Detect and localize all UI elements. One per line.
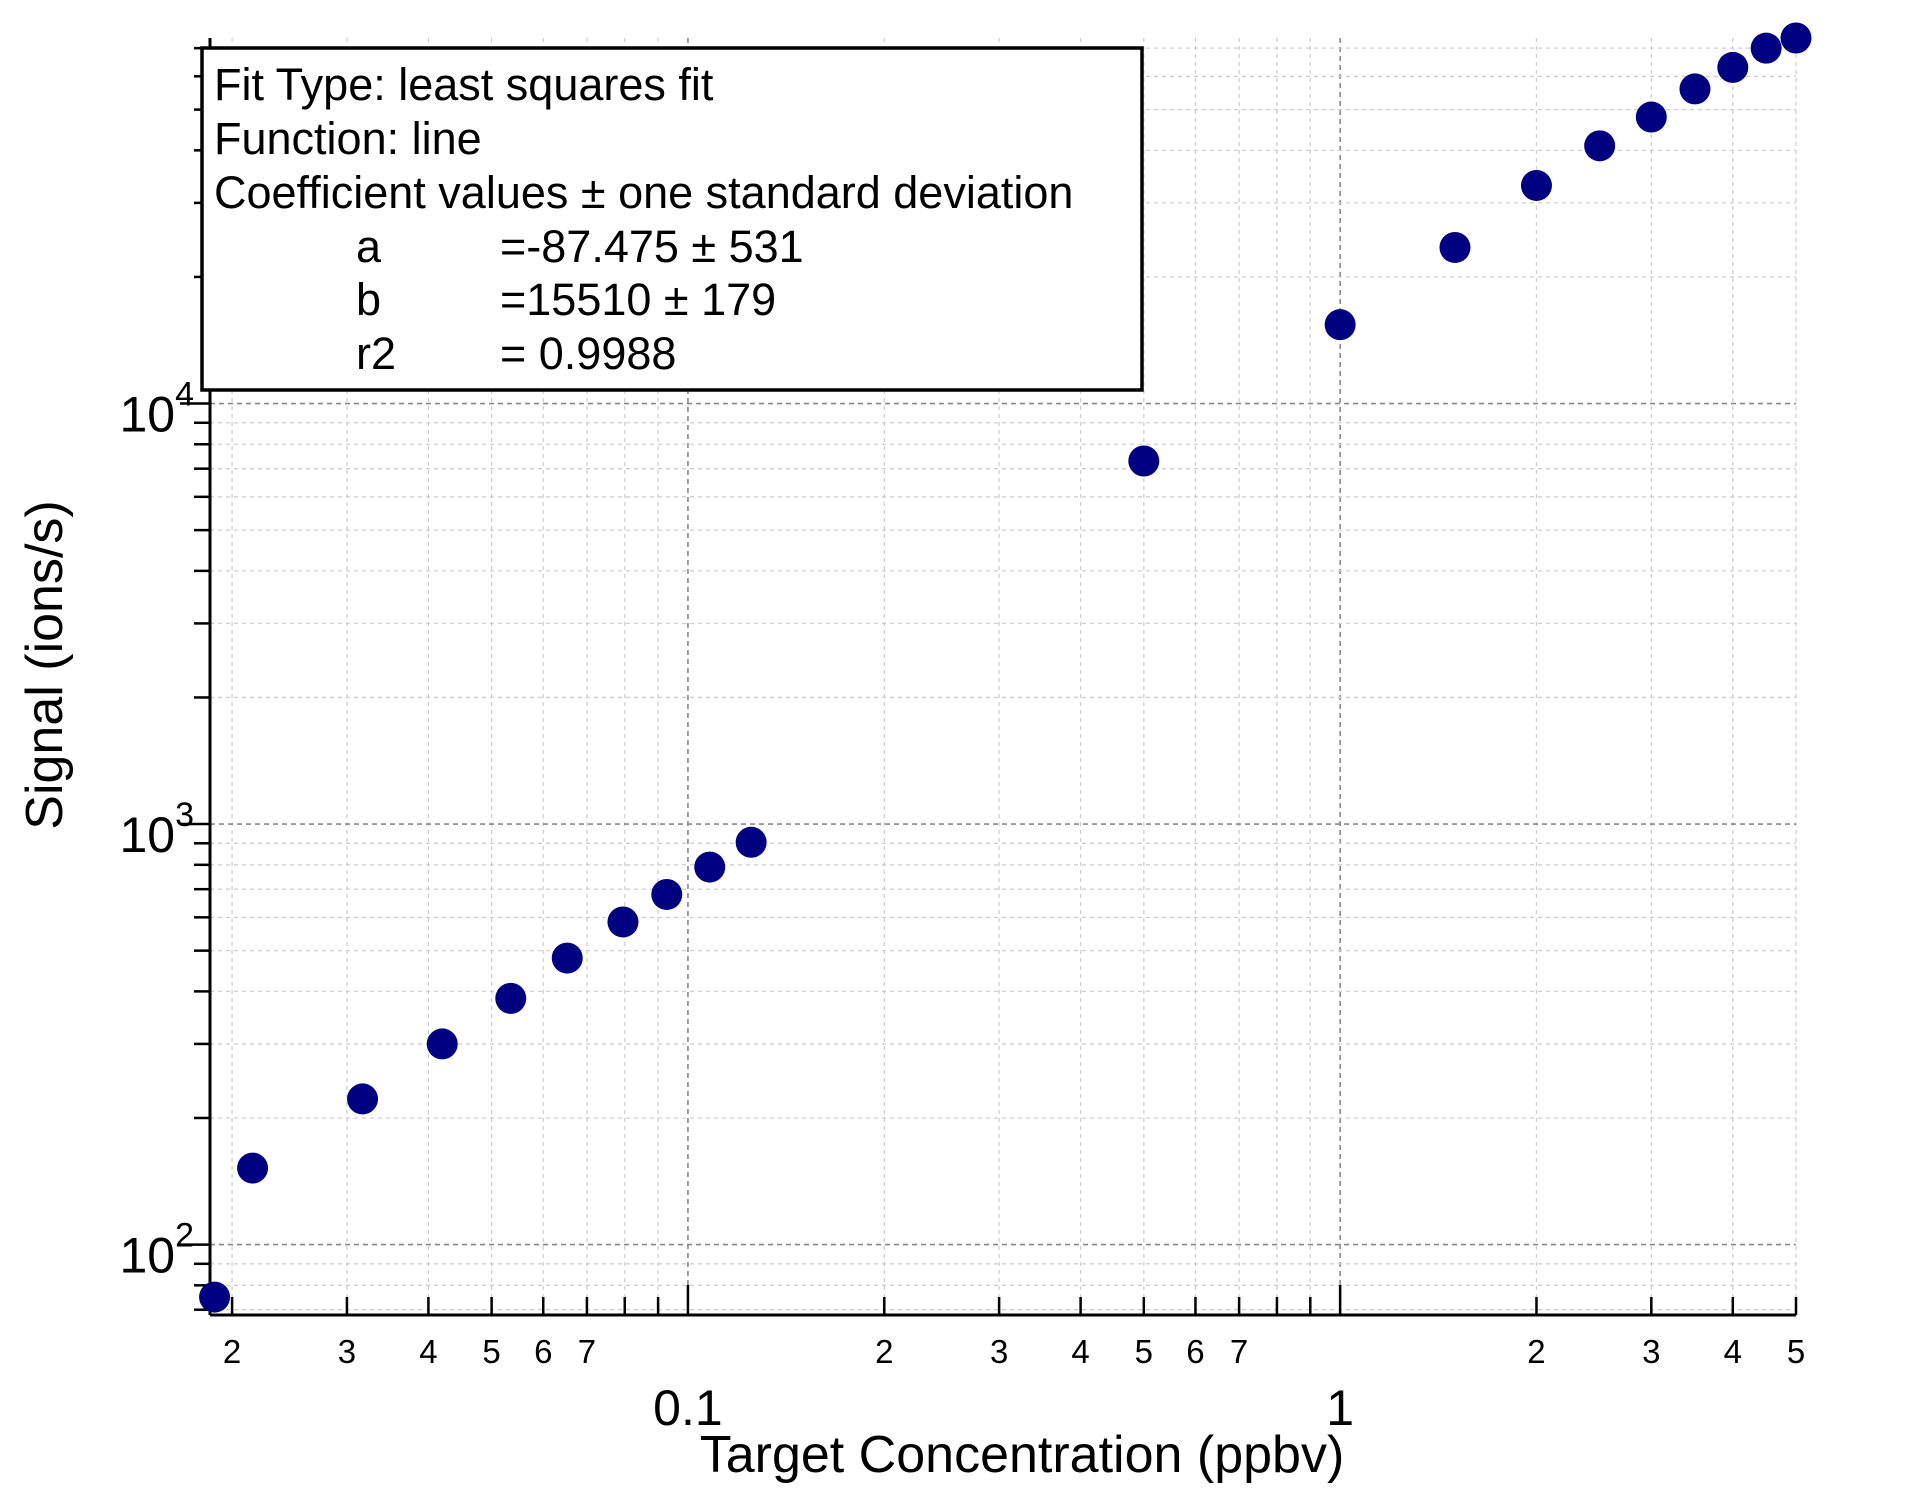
- x-minor-tick-label: 5: [482, 1333, 500, 1370]
- fit-coefficient-header: Coefficient values ± one standard deviat…: [214, 167, 1073, 218]
- data-point: [199, 1281, 231, 1313]
- x-minor-tick-label: 7: [578, 1333, 596, 1370]
- x-minor-tick-label: 2: [223, 1333, 241, 1370]
- fit-type-text: Fit Type: least squares fit: [214, 59, 714, 110]
- data-point: [1439, 231, 1471, 263]
- x-minor-tick-label: 4: [1071, 1333, 1089, 1370]
- data-point: [1679, 73, 1711, 105]
- x-minor-tick-label: 4: [419, 1333, 437, 1370]
- x-axis-title: Target Concentration (ppbv): [700, 1426, 1345, 1484]
- coef-b-value: =15510 ± 179: [500, 274, 776, 325]
- data-point: [551, 942, 583, 974]
- data-point: [607, 906, 639, 938]
- y-major-tick-label: 103: [119, 796, 194, 863]
- x-minor-tick-label: 3: [990, 1333, 1008, 1370]
- x-minor-tick-label: 6: [534, 1333, 552, 1370]
- points-layer: [199, 22, 1812, 1313]
- coef-r2-value: = 0.9988: [500, 328, 676, 379]
- y-major-tick-label: 104: [119, 376, 194, 443]
- data-point: [347, 1083, 379, 1115]
- coef-a-value: =-87.475 ± 531: [500, 221, 804, 272]
- data-point: [495, 982, 527, 1014]
- coef-b-name: b: [356, 274, 381, 325]
- y-major-tick-label: 102: [119, 1217, 194, 1284]
- data-point: [1780, 22, 1812, 54]
- x-minor-tick-label: 7: [1230, 1333, 1248, 1370]
- data-point: [1520, 169, 1552, 201]
- x-major-tick-label: 0.1: [653, 1380, 723, 1436]
- fit-box-frame: [200, 46, 1144, 392]
- data-point: [1717, 51, 1749, 83]
- data-point: [694, 851, 726, 883]
- data-point: [651, 878, 683, 910]
- x-minor-tick-label: 5: [1787, 1333, 1805, 1370]
- x-minor-tick-label: 5: [1135, 1333, 1153, 1370]
- data-point: [1635, 101, 1667, 133]
- data-point: [1324, 309, 1356, 341]
- coef-a-name: a: [356, 221, 382, 272]
- data-point: [735, 826, 767, 858]
- x-minor-tick-label: 2: [875, 1333, 893, 1370]
- data-point: [1128, 445, 1160, 477]
- fit-results-box: Fit Type: least squares fit Function: li…: [200, 46, 1144, 392]
- x-minor-tick-label: 3: [1642, 1333, 1660, 1370]
- data-point: [426, 1028, 458, 1060]
- x-major-tick-label: 1: [1326, 1380, 1354, 1436]
- coef-r2-name: r2: [356, 328, 396, 379]
- fit-function-text: Function: line: [214, 113, 482, 164]
- x-minor-tick-label: 6: [1186, 1333, 1204, 1370]
- x-minor-tick-label: 3: [338, 1333, 356, 1370]
- data-point: [237, 1152, 269, 1184]
- data-point: [1584, 130, 1616, 162]
- x-minor-tick-label: 4: [1724, 1333, 1742, 1370]
- y-axis-title: Signal (ions/s): [16, 500, 74, 829]
- data-point: [1750, 32, 1782, 64]
- x-minor-tick-label: 2: [1527, 1333, 1545, 1370]
